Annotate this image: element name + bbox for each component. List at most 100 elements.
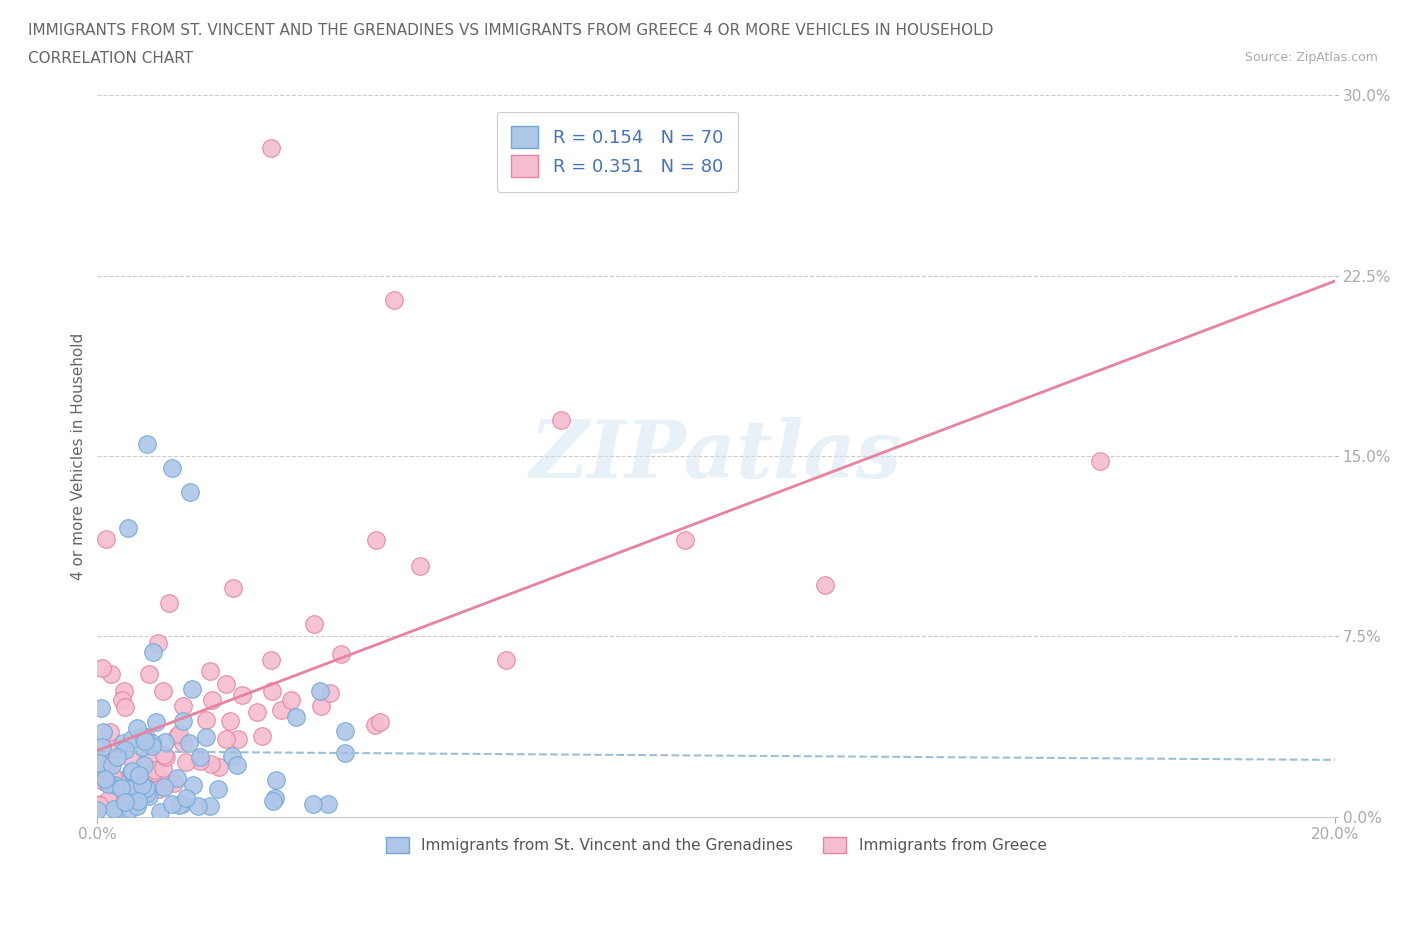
Point — [190, 753, 212, 768]
Point — [134, 733, 156, 748]
Point — [1088, 454, 1111, 469]
Point — [333, 724, 356, 738]
Point — [152, 760, 174, 775]
Point — [118, 783, 141, 798]
Point — [141, 736, 163, 751]
Point — [259, 140, 281, 155]
Point — [170, 797, 193, 812]
Point — [208, 760, 231, 775]
Point — [120, 764, 142, 779]
Point — [134, 729, 156, 744]
Point — [166, 771, 188, 786]
Point — [174, 755, 197, 770]
Text: CORRELATION CHART: CORRELATION CHART — [28, 51, 193, 66]
Point — [172, 699, 194, 714]
Point — [200, 756, 222, 771]
Point — [90, 660, 112, 675]
Point — [155, 735, 177, 750]
Point — [495, 653, 517, 668]
Point — [121, 732, 143, 747]
Point — [131, 739, 153, 754]
Point — [264, 790, 287, 805]
Point — [245, 704, 267, 719]
Point — [121, 790, 143, 804]
Point — [364, 718, 387, 733]
Point — [163, 775, 186, 790]
Point — [93, 755, 115, 770]
Point — [814, 578, 837, 592]
Point — [218, 713, 240, 728]
Point — [114, 790, 136, 805]
Text: Source: ZipAtlas.com: Source: ZipAtlas.com — [1244, 51, 1378, 64]
Point — [153, 748, 176, 763]
Point — [285, 710, 308, 724]
Point — [318, 796, 340, 811]
Point — [382, 292, 405, 307]
Point — [157, 595, 180, 610]
Point — [201, 693, 224, 708]
Point — [179, 736, 201, 751]
Point — [143, 779, 166, 794]
Point — [172, 714, 194, 729]
Point — [222, 581, 245, 596]
Point — [550, 413, 572, 428]
Legend: Immigrants from St. Vincent and the Grenadines, Immigrants from Greece: Immigrants from St. Vincent and the Gren… — [380, 831, 1053, 859]
Point — [90, 743, 112, 758]
Point — [134, 758, 156, 773]
Point — [138, 782, 160, 797]
Point — [97, 791, 120, 806]
Point — [100, 667, 122, 682]
Point — [112, 684, 135, 698]
Point — [90, 700, 112, 715]
Point — [141, 775, 163, 790]
Point — [132, 728, 155, 743]
Point — [146, 636, 169, 651]
Point — [141, 738, 163, 753]
Point — [103, 769, 125, 784]
Point — [138, 667, 160, 682]
Point — [135, 436, 157, 451]
Point — [121, 764, 143, 778]
Point — [91, 740, 114, 755]
Point — [114, 699, 136, 714]
Point — [330, 646, 353, 661]
Point — [179, 485, 201, 499]
Point — [270, 702, 292, 717]
Point — [174, 790, 197, 805]
Point — [98, 724, 121, 739]
Point — [98, 752, 121, 767]
Point — [145, 763, 167, 777]
Point — [111, 773, 134, 788]
Point — [333, 746, 356, 761]
Point — [103, 739, 125, 754]
Point — [198, 664, 221, 679]
Point — [107, 786, 129, 801]
Point — [129, 789, 152, 804]
Point — [409, 558, 432, 573]
Point — [118, 802, 141, 817]
Point — [91, 724, 114, 739]
Point — [364, 533, 387, 548]
Point — [187, 798, 209, 813]
Point — [262, 684, 284, 698]
Point — [131, 777, 153, 792]
Point — [152, 684, 174, 698]
Point — [103, 802, 125, 817]
Point — [89, 757, 111, 772]
Point — [231, 687, 253, 702]
Point — [141, 644, 163, 659]
Point — [198, 798, 221, 813]
Point — [105, 803, 128, 817]
Point — [250, 728, 273, 743]
Point — [125, 791, 148, 806]
Text: IMMIGRANTS FROM ST. VINCENT AND THE GRENADINES VS IMMIGRANTS FROM GREECE 4 OR MO: IMMIGRANTS FROM ST. VINCENT AND THE GREN… — [28, 23, 994, 38]
Point — [195, 712, 218, 727]
Point — [127, 793, 149, 808]
Point — [181, 777, 204, 792]
Point — [121, 751, 143, 766]
Point — [155, 750, 177, 764]
Point — [160, 796, 183, 811]
Point — [148, 782, 170, 797]
Point — [673, 533, 696, 548]
Point — [166, 728, 188, 743]
